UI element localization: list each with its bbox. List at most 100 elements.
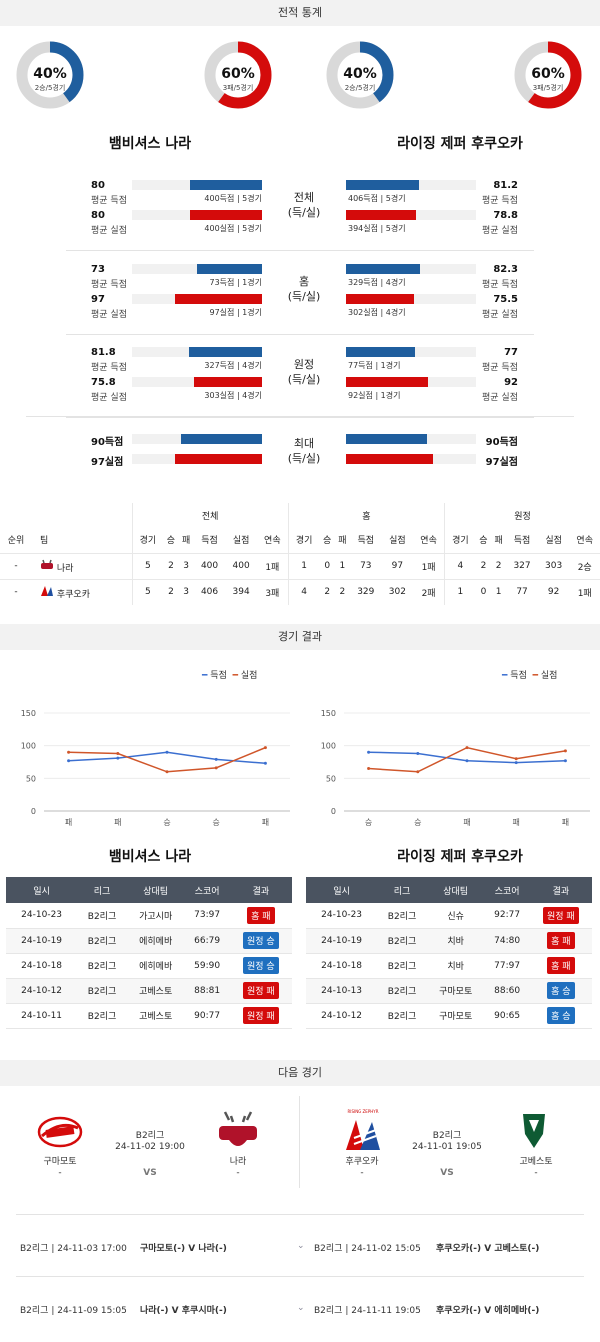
rank-value-cell: 1 <box>287 552 320 579</box>
kumamoto-logo-icon <box>37 1116 83 1148</box>
rank-value-cell: 0 <box>319 552 335 579</box>
results-row: 24-10-19 B2리그 치바 74:80 홈 패 <box>306 928 592 954</box>
rank-group-home: 홈 <box>287 503 445 527</box>
schedule-1-left-match[interactable]: 구마모토(-) V 나라(-) <box>140 1244 227 1254</box>
result-date: 24-10-23 <box>306 903 378 929</box>
stat-right-bar <box>346 294 414 304</box>
chart-point <box>116 752 120 756</box>
result-badge: 원정 패 <box>243 982 279 999</box>
result-score: 90:65 <box>484 1003 530 1029</box>
donut-fill <box>514 41 582 109</box>
max-left-value: 90득점 <box>91 437 124 448</box>
stat-left-label: 평균 실점 <box>91 226 127 236</box>
donut-charts <box>16 41 582 109</box>
chart-point <box>367 767 371 771</box>
chevron-down-icon[interactable]: ⌄ <box>297 1241 305 1251</box>
schedule-2-right-match[interactable]: 후쿠오카(-) V 에히메바(-) <box>436 1306 540 1316</box>
result-date: 24-10-18 <box>306 953 378 979</box>
rank-subcol: 득점 <box>201 536 218 547</box>
chart-point <box>263 746 267 750</box>
stat-divider <box>26 416 574 417</box>
schedule-1-right-match[interactable]: 후쿠오카(-) V 고베스토(-) <box>436 1244 540 1254</box>
result-league: B2리그 <box>77 903 127 929</box>
rank-value-cell: 2 <box>475 552 492 579</box>
rank-subcol: 실점 <box>389 536 406 547</box>
result-badge: 홈 패 <box>247 906 275 924</box>
result-league: B2리그 <box>77 953 127 979</box>
kobe-logo-icon <box>523 1114 545 1148</box>
chart-ytick-label: 150 <box>21 709 36 718</box>
chart-point <box>563 749 567 753</box>
result-badge-cell: 홈 승 <box>529 978 592 1004</box>
chart-point <box>465 746 469 750</box>
rank-value-cell: 3 <box>178 578 194 605</box>
team-right-title: 라이징 제퍼 후쿠오카 <box>397 136 523 152</box>
next-left-datetime: 24-11-02 19:00 <box>115 1142 185 1152</box>
chart-xtick-label: 패 <box>65 817 72 827</box>
legend-scored-icon: ━ <box>202 671 208 681</box>
team-left-title: 뱀비셔스 나라 <box>108 136 192 152</box>
result-date: 24-10-13 <box>306 978 378 1004</box>
next-right-league: B2리그 <box>432 1131 462 1141</box>
result-badge: 원정 패 <box>543 906 579 924</box>
max-group-sublabel: (득/실) <box>287 452 321 465</box>
rank-subcol: 패 <box>182 536 191 547</box>
results-col-header: 스코어 <box>184 877 230 903</box>
chevron-down-icon[interactable]: ⌄ <box>297 1303 305 1313</box>
chart-ytick-label: 0 <box>31 807 36 816</box>
chart-right: 0 50 100 150 승 승 패 패 패 <box>321 709 590 827</box>
schedule-1-left-info: B2리그 | 24-11-03 17:00 <box>20 1244 127 1254</box>
stat-right-bar <box>346 180 419 190</box>
stat-right-value: 77 <box>504 347 518 358</box>
chart-xtick-label: 패 <box>463 817 470 827</box>
rank-team-cell[interactable]: 나라 <box>32 552 132 579</box>
chart-point <box>214 766 218 770</box>
result-score: 73:97 <box>184 903 230 929</box>
stat-right-bar <box>346 210 416 220</box>
result-score: 74:80 <box>484 928 530 954</box>
results-row: 24-10-18 B2리그 에히메바 59:90 원정 승 <box>6 953 292 979</box>
fukuoka-logo-text: RISING ZEPHYR <box>347 1109 379 1114</box>
stat-right-label: 평균 실점 <box>482 393 518 403</box>
next-right-home-team: 후쿠오카 <box>345 1157 379 1167</box>
rank-subcol: 득점 <box>357 536 375 547</box>
chart-left: 0 50 100 150 패 패 승 승 패 <box>21 709 290 827</box>
stat-right-value: 75.5 <box>493 294 518 305</box>
rank-subcol: 패 <box>338 536 347 547</box>
fukuoka-logo-icon <box>346 1120 380 1150</box>
next-divider <box>299 1096 300 1188</box>
rank-team-cell[interactable]: 후쿠오카 <box>32 578 132 605</box>
results-col-header: 리그 <box>377 877 427 903</box>
donut-right-win-sub: 2승/5경기 <box>344 84 376 92</box>
rank-value-cell: 2 <box>319 578 335 605</box>
stat-right-caption: 329득점 | 4경기 <box>348 278 406 287</box>
stat-group-label: 전체 <box>293 191 315 204</box>
schedule-divider <box>16 1276 584 1277</box>
next-left-home-rank: - <box>58 1168 62 1178</box>
result-opponent: 에히메바 <box>126 928 185 954</box>
schedule-2-left-match[interactable]: 나라(-) V 후쿠시마(-) <box>140 1306 227 1316</box>
rank-value-cell: 77 <box>506 578 538 605</box>
stat-right-label: 평균 득점 <box>482 280 518 290</box>
results-section-header: 경기 결과 <box>0 624 600 650</box>
chart-point <box>67 759 71 763</box>
rank-group-all: 전체 <box>131 503 289 527</box>
next-left-league: B2리그 <box>135 1131 165 1141</box>
results-row: 24-10-18 B2리그 치바 77:97 홈 패 <box>306 953 592 979</box>
chart-xtick-label: 패 <box>114 817 121 827</box>
stat-right-caption: 406득점 | 5경기 <box>348 194 406 203</box>
result-badge-cell: 원정 승 <box>229 928 292 954</box>
donut-left-lose-sub: 3패/5경기 <box>222 84 254 92</box>
rank-subcol: 경기 <box>131 527 164 553</box>
next-left-away-rank: - <box>236 1168 240 1178</box>
stat-right-bar <box>346 264 420 274</box>
max-group-label: 최대 <box>293 437 315 450</box>
rank-value-cell: 302 <box>381 578 414 605</box>
result-opponent: 신슈 <box>426 903 485 929</box>
chart-left-legend: ━ 득점 ━ 실점 <box>202 671 258 681</box>
result-badge: 홈 패 <box>547 932 575 949</box>
chart-point <box>214 757 218 761</box>
result-badge: 홈 승 <box>547 982 575 999</box>
rank-value-cell: 2 <box>491 552 507 579</box>
rank-value-cell: 400 <box>225 552 257 579</box>
